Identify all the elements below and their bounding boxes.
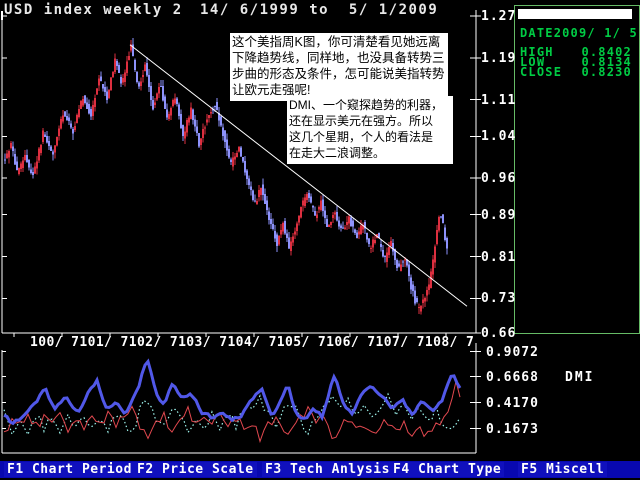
close-label: CLOSE — [520, 65, 563, 79]
app-title: USD index weekly 2 — [4, 2, 183, 18]
annotation-line: 这几个星期，个人的看法是 — [289, 130, 434, 144]
menu-item-f3-tech-analysis[interactable]: F3 Tech Anlysis — [262, 462, 393, 477]
panel-title-bar[interactable] — [518, 9, 632, 19]
annotation-box-dmi: DMI、一个窥探趋势的利器， 还在显示美元在强方。所以 这几个星期，个人的看法是… — [287, 96, 453, 164]
menu-item-f4-chart-type[interactable]: F4 Chart Type — [390, 462, 505, 477]
x-axis-labels: 100/ 7101/ 7102/ 7103/ 7104/ 7105/ 7106/… — [30, 335, 475, 350]
dmi-axis-label: 0.9072 — [486, 344, 539, 360]
low-value: 0.8134 — [581, 55, 632, 69]
quote-info-panel: DATE 2009/ 1/ 5 HIGH 0.8402 LOW 0.8134 CLOS… — [514, 5, 640, 334]
price-axis-label: 1.19 — [481, 50, 517, 66]
annotation-line: 步曲的形态及条件，怎可能说美指转势 — [232, 67, 445, 81]
menu-item-f2-price-scale[interactable]: F2 Price Scale — [134, 462, 257, 477]
price-axis-label: 1.27 — [481, 9, 517, 24]
close-value: 0.8230 — [581, 65, 632, 79]
low-row: LOW 0.8134 — [520, 55, 632, 69]
title-bar: USD index weekly 2 14/ 6/1999 to 5/ 1/20… — [0, 0, 640, 18]
price-axis-label: 0.81 — [481, 249, 517, 265]
dmi-indicator-label: DMI — [565, 370, 595, 385]
high-value: 0.8402 — [581, 45, 632, 59]
menu-item-f5-miscell[interactable]: F5 Miscell — [518, 462, 608, 477]
chart-date-range: 14/ 6/1999 to 5/ 1/2009 — [200, 2, 439, 18]
annotation-line: 让欧元走强呢! — [232, 83, 311, 97]
dmi-axis-label: 0.4170 — [486, 395, 539, 411]
annotation-line: 还在显示美元在强方。所以 — [289, 114, 434, 128]
price-axis-label: 0.66 — [481, 326, 517, 341]
date-row: DATE 2009/ 1/ 5 — [520, 26, 637, 40]
menu-item-f1-chart-period[interactable]: F1 Chart Period — [4, 462, 135, 477]
price-axis-label: 0.89 — [481, 207, 517, 223]
close-row: CLOSE 0.8230 — [520, 65, 632, 79]
annotation-line: DMI、一个窥探趋势的利器， — [289, 98, 443, 112]
price-axis-label: 1.04 — [481, 129, 517, 145]
date-value: 2009/ 1/ 5 — [553, 26, 638, 40]
price-axis-label: 0.73 — [481, 291, 517, 307]
low-label: LOW — [520, 55, 546, 69]
annotation-line: 下降趋势线，同样地，也没具备转势三 — [232, 51, 445, 65]
price-axis-label: 0.96 — [481, 171, 517, 187]
high-label: HIGH — [520, 45, 554, 59]
price-axis-label: 1.11 — [481, 92, 517, 108]
annotation-line: 这个美指周K图，你可清楚看见她远离 — [232, 35, 441, 49]
function-key-menu-bar: F1 Chart Period F2 Price Scale F3 Tech A… — [0, 461, 640, 478]
dmi-axis-label: 0.1673 — [486, 421, 539, 437]
annotation-line: 在走大二浪调整。 — [289, 146, 386, 160]
annotation-box-trendline: 这个美指周K图，你可清楚看见她远离 下降趋势线，同样地，也没具备转势三 步曲的形… — [230, 33, 448, 101]
dmi-axis-label: 0.6668 — [486, 369, 539, 385]
date-label: DATE — [520, 26, 554, 40]
high-row: HIGH 0.8402 — [520, 45, 632, 59]
